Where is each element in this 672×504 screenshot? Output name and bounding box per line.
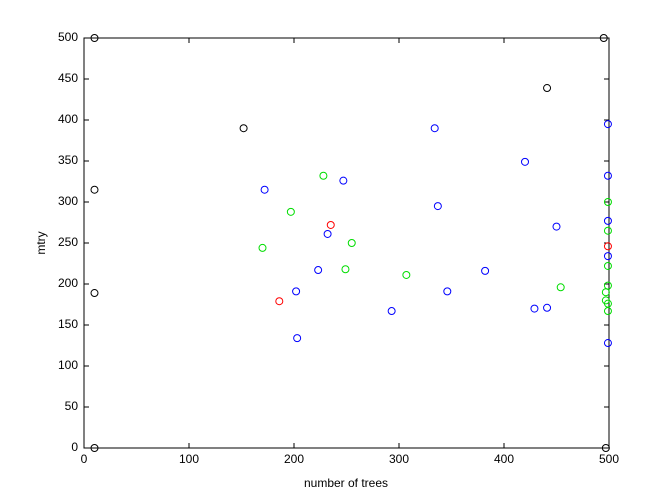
point xyxy=(347,239,356,247)
x-tick-label: 400 xyxy=(494,452,514,466)
y-tick-label: 150 xyxy=(58,317,78,331)
point xyxy=(430,124,439,133)
point xyxy=(433,202,442,211)
point xyxy=(239,124,248,133)
y-tick-label: 450 xyxy=(58,71,78,85)
point xyxy=(443,287,452,296)
point xyxy=(603,198,612,206)
point xyxy=(603,242,612,251)
point xyxy=(603,120,612,129)
point xyxy=(402,270,411,279)
point xyxy=(341,265,350,274)
point xyxy=(603,216,612,225)
y-tick-label: 0 xyxy=(71,440,78,454)
point xyxy=(603,339,612,348)
point xyxy=(292,287,301,296)
y-tick-label: 200 xyxy=(58,276,78,290)
point xyxy=(603,252,612,261)
y-tick-label: 400 xyxy=(58,112,78,126)
x-tick-label: 500 xyxy=(599,452,619,466)
x-tick-label: 200 xyxy=(284,452,304,466)
point xyxy=(293,334,302,343)
y-tick-label: 300 xyxy=(58,194,78,208)
point xyxy=(521,157,529,166)
point xyxy=(339,176,348,185)
point xyxy=(530,304,539,313)
plot-area xyxy=(83,37,610,449)
point xyxy=(556,283,565,292)
point xyxy=(603,171,612,180)
y-axis-label: mtry xyxy=(34,231,48,254)
point xyxy=(603,307,612,316)
point xyxy=(387,307,396,316)
y-tick-label: 100 xyxy=(58,358,78,372)
x-tick-label: 300 xyxy=(389,452,409,466)
point xyxy=(603,261,612,270)
point xyxy=(314,266,323,275)
point xyxy=(275,297,284,306)
point xyxy=(90,185,99,194)
x-axis-label: number of trees xyxy=(304,476,388,490)
point xyxy=(260,185,269,194)
y-tick-label: 250 xyxy=(58,235,78,249)
point xyxy=(319,171,328,180)
y-tick-label: 350 xyxy=(58,153,78,167)
point xyxy=(599,34,608,42)
point xyxy=(543,303,552,312)
point xyxy=(323,229,332,238)
x-tick-label: 100 xyxy=(179,452,199,466)
point xyxy=(286,207,295,216)
point xyxy=(326,220,335,229)
point xyxy=(90,444,99,452)
point xyxy=(603,226,612,235)
x-tick-label: 0 xyxy=(81,452,88,466)
point xyxy=(90,34,99,42)
point xyxy=(601,444,610,452)
y-tick-label: 500 xyxy=(58,30,78,44)
y-tick-label: 50 xyxy=(65,399,79,413)
point xyxy=(481,266,490,275)
point xyxy=(258,243,267,252)
point xyxy=(90,289,99,298)
point xyxy=(543,84,552,93)
point xyxy=(601,288,610,297)
point xyxy=(552,222,561,231)
